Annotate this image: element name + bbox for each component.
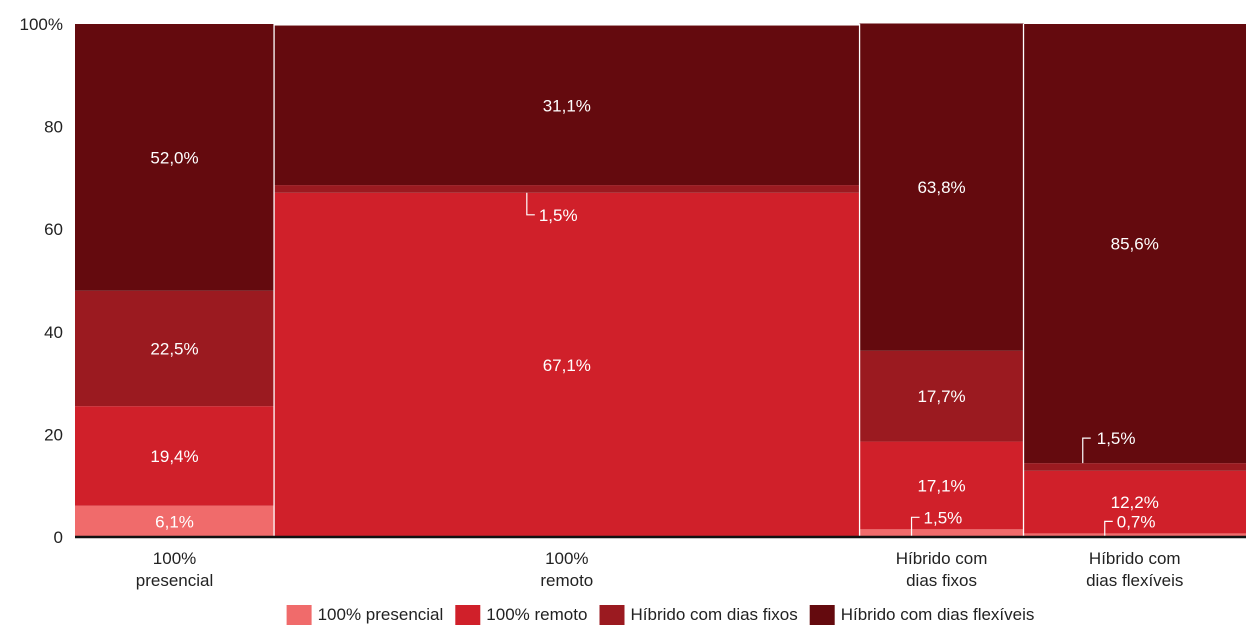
bar-segment-3-2 xyxy=(1023,463,1246,471)
bar-segment-3-3 xyxy=(1023,24,1246,464)
legend-item: Híbrido com dias flexíveis xyxy=(809,605,1035,625)
data-label: 52,0% xyxy=(150,148,198,167)
data-label: 63,8% xyxy=(917,178,965,197)
bar-segment-0-1 xyxy=(75,406,275,506)
bar-segment-1-1 xyxy=(274,192,860,537)
legend: 100% presencial 100% remoto Híbrido com di… xyxy=(286,605,1035,625)
y-axis: 0 20 40 60 80 100% xyxy=(20,15,63,547)
bar-segment-0-3 xyxy=(75,24,275,291)
y-tick-label: 80 xyxy=(44,118,63,137)
y-tick-label: 20 xyxy=(44,425,63,444)
bar-segment-1-3 xyxy=(274,25,860,186)
bar-segment-3-0 xyxy=(1023,533,1246,537)
data-label: 6,1% xyxy=(155,512,194,531)
category-label: 100% remoto xyxy=(540,549,593,590)
bar-segment-0-2 xyxy=(75,290,275,407)
legend-item: 100% remoto xyxy=(455,605,587,625)
bars-layer xyxy=(75,23,1246,537)
data-label: 1,5% xyxy=(924,508,963,527)
data-label: 1,5% xyxy=(1097,429,1136,448)
y-tick-label: 100% xyxy=(20,15,63,34)
data-label: 19,4% xyxy=(150,447,198,466)
data-label: 31,1% xyxy=(543,96,591,115)
data-label: 12,2% xyxy=(1111,493,1159,512)
data-labels-layer: 6,1% 19,4% 22,5% 52,0% 67,1% 1,5% 31,1% 1,5% 17,… xyxy=(150,96,1158,531)
legend-label: Híbrido com dias fixos xyxy=(631,605,798,624)
bar-segment-1-2 xyxy=(274,185,860,193)
bar-segment-3-1 xyxy=(1023,470,1246,534)
callouts-layer xyxy=(526,192,1113,537)
legend-swatch xyxy=(599,605,625,625)
category-label: 100% presencial xyxy=(136,549,214,590)
data-label: 0,7% xyxy=(1117,512,1156,531)
bar-segment-2-3 xyxy=(859,23,1024,351)
y-tick-label: 60 xyxy=(44,220,63,239)
legend-label: Híbrido com dias flexíveis xyxy=(841,605,1035,624)
legend-label: 100% remoto xyxy=(486,605,587,624)
data-label: 22,5% xyxy=(150,340,198,359)
data-label: 85,6% xyxy=(1111,235,1159,254)
callout-line xyxy=(1104,520,1113,537)
legend-label: 100% presencial xyxy=(318,605,444,624)
y-tick-label: 40 xyxy=(44,323,63,342)
callout-line xyxy=(1082,437,1091,464)
data-label: 67,1% xyxy=(543,356,591,375)
legend-swatch xyxy=(809,605,835,625)
legend-swatch xyxy=(286,605,312,625)
y-tick-label: 0 xyxy=(54,528,63,547)
bar-segment-2-0 xyxy=(859,529,1024,537)
legend-item: 100% presencial xyxy=(286,605,444,625)
data-label: 17,1% xyxy=(917,476,965,495)
legend-swatch xyxy=(455,605,481,625)
bar-segment-2-1 xyxy=(859,441,1024,530)
data-label: 17,7% xyxy=(917,387,965,406)
legend-item: Híbrido com dias fixos xyxy=(599,605,798,625)
x-axis: 100% presencial 100% remoto Híbrido com dias … xyxy=(75,535,1246,590)
category-label: Híbrido com dias fixos xyxy=(896,549,988,590)
bar-segment-2-2 xyxy=(859,350,1024,442)
category-label: Híbrido com dias flexíveis xyxy=(1086,549,1183,590)
callout-line xyxy=(910,516,920,537)
bar-segment-0-0 xyxy=(75,505,275,537)
data-label: 1,5% xyxy=(539,206,578,225)
callout-line xyxy=(526,192,535,216)
